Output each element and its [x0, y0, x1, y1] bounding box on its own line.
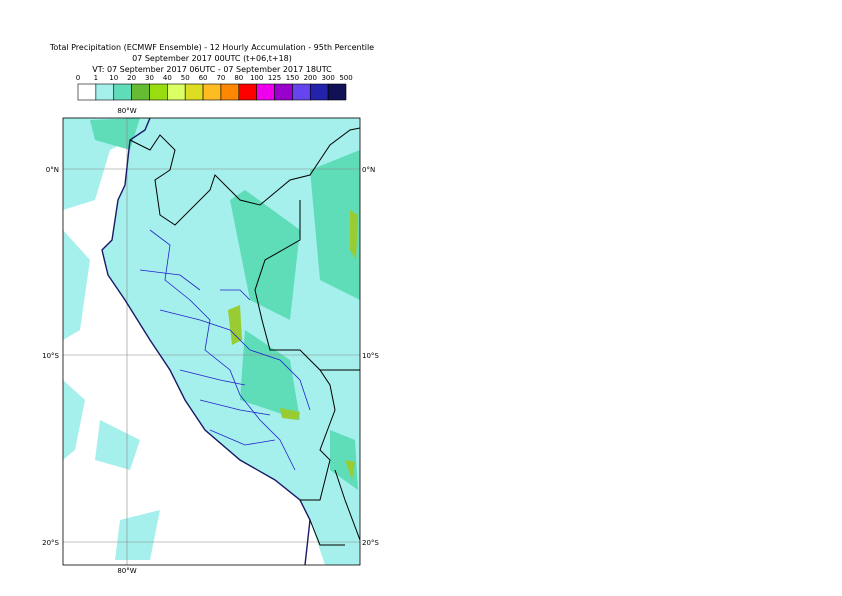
legend-swatch: [167, 83, 186, 101]
lat-label: 0°N: [362, 166, 375, 174]
legend-swatch: [238, 83, 257, 101]
legend-label: 150: [286, 74, 299, 82]
legend-label: 300: [321, 74, 334, 82]
lat-label: 20°S: [362, 539, 379, 547]
title: Total Precipitation (ECMWF Ensemble) - 1…: [49, 43, 374, 52]
lat-label: 0°N: [46, 166, 59, 174]
legend-label: 0: [76, 74, 80, 82]
lat-label: 20°S: [42, 539, 59, 547]
legend-swatch: [184, 83, 204, 101]
legend-label: 80: [234, 74, 243, 82]
map: [63, 118, 360, 565]
subtitle: 07 September 2017 00UTC (t+06,t+18): [132, 54, 292, 63]
lat-label: 10°S: [42, 352, 59, 360]
legend-swatch: [77, 83, 97, 101]
legend-label: 500: [339, 74, 352, 82]
valid-time: VT: 07 September 2017 06UTC - 07 Septemb…: [92, 65, 332, 74]
lat-label: 10°S: [362, 352, 379, 360]
legend-swatch: [309, 83, 329, 101]
legend-label: 60: [199, 74, 208, 82]
legend-label: 50: [181, 74, 190, 82]
legend-swatch: [220, 83, 240, 101]
precip-area: [63, 230, 160, 560]
lon-label: 80°W: [117, 567, 136, 575]
precip-area: [90, 118, 360, 490]
legend-label: 10: [109, 74, 118, 82]
legend-swatch: [202, 83, 222, 101]
legend-label: 100: [250, 74, 263, 82]
legend-label: 20: [127, 74, 136, 82]
legend-label: 200: [304, 74, 317, 82]
legend-swatch: [95, 83, 115, 101]
legend-label: 70: [216, 74, 225, 82]
legend-swatch: [327, 83, 347, 101]
legend-label: 1: [94, 74, 98, 82]
legend-label: 125: [268, 74, 281, 82]
legend-swatch: [149, 83, 168, 101]
legend-swatch: [256, 83, 275, 101]
lon-label: 80°W: [117, 107, 136, 115]
legend-label: 40: [163, 74, 172, 82]
legend-swatch: [131, 83, 150, 101]
legend-swatch: [292, 83, 311, 101]
legend-label: 30: [145, 74, 154, 82]
legend: 0 1 10 20 30 40 50 60 70 80 100 125 150 200 300 500: [76, 74, 353, 101]
legend-swatch: [113, 83, 132, 101]
legend-swatch: [274, 83, 293, 101]
